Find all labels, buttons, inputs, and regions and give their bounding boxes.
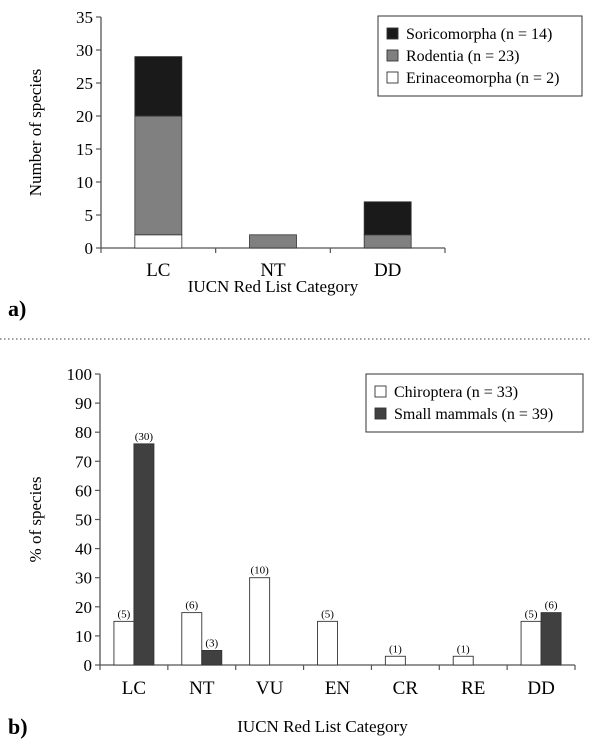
- legend-label: Small mammals (n = 39): [394, 406, 553, 423]
- x-tick-label: NT: [189, 678, 215, 699]
- bar-count-label: (5): [525, 608, 538, 620]
- y-tick-label: 20: [76, 107, 93, 126]
- chart-b-grouped-bar: 0 10 20 30 40 50 60 70 80 90 100 (5) (30) LC (6) (3) NT (…: [26, 365, 584, 736]
- bar-count-label: (6): [185, 600, 198, 612]
- y-tick-label: 30: [76, 41, 93, 60]
- x-tick-label: EN: [325, 678, 351, 699]
- bar-count-label: (6): [545, 600, 558, 612]
- y-tick-label: 10: [76, 173, 93, 192]
- y-tick-label: 70: [75, 452, 92, 471]
- bar: [113, 620, 135, 666]
- legend-swatch: [386, 71, 399, 84]
- x-axis-title: IUCN Red List Category: [237, 717, 408, 736]
- bar: [201, 650, 223, 666]
- y-tick-label: 50: [75, 511, 92, 530]
- bar: [452, 655, 474, 666]
- bar-segment: [134, 115, 183, 236]
- y-tick-label: 0: [84, 656, 93, 675]
- chart-a-stacked-bar: 0 5 10 15 20 25 30 35 LC NT DD IUCN Red List Catego…: [26, 8, 583, 296]
- bar-segment: [134, 234, 183, 249]
- x-tick-label: RE: [461, 678, 485, 699]
- bar-count-label: (5): [321, 608, 334, 620]
- bar: [384, 655, 406, 666]
- y-tick-label: 10: [75, 627, 92, 646]
- y-tick-label: 30: [75, 569, 92, 588]
- x-tick-label: LC: [122, 678, 146, 699]
- bar: [520, 620, 542, 666]
- bar-count-label: (1): [389, 643, 402, 655]
- y-tick-label: 40: [75, 540, 92, 559]
- y-tick-label: 90: [75, 394, 92, 413]
- bar: [181, 612, 203, 666]
- x-axis-title: IUCN Red List Category: [188, 277, 359, 296]
- legend-label: Chiroptera (n = 33): [394, 384, 518, 401]
- legend-swatch: [374, 407, 387, 420]
- x-tick-label: DD: [374, 260, 401, 281]
- legend-box: [377, 15, 583, 97]
- y-tick-label: 35: [76, 8, 93, 27]
- bar: [249, 577, 271, 666]
- y-axis-title: % of species: [26, 477, 45, 563]
- legend-label: Soricomorpha (n = 14): [406, 26, 552, 43]
- x-tick-label: NT: [260, 260, 286, 281]
- bar-segment: [134, 56, 183, 117]
- y-tick-label: 60: [75, 481, 92, 500]
- y-tick-label: 0: [85, 239, 94, 258]
- bar-count-label: (1): [457, 643, 470, 655]
- bar-segment: [249, 234, 297, 249]
- y-tick-label: 5: [85, 206, 94, 225]
- y-tick-label: 100: [67, 365, 93, 384]
- panel-label-b: b): [8, 714, 28, 739]
- y-tick-label: 80: [75, 423, 92, 442]
- y-tick-label: 25: [76, 74, 93, 93]
- y-tick-label: 20: [75, 598, 92, 617]
- bar-count-label: (3): [205, 637, 218, 649]
- bar: [317, 620, 338, 666]
- legend-swatch: [386, 27, 399, 40]
- x-tick-label: CR: [393, 678, 419, 699]
- bar-count-label: (10): [250, 565, 269, 577]
- bar-segment: [363, 201, 412, 236]
- x-tick-label: VU: [256, 678, 284, 699]
- x-tick-label: LC: [146, 260, 170, 281]
- panel-label-a: a): [8, 296, 27, 321]
- y-axis-title: Number of species: [26, 69, 45, 196]
- legend-box: [365, 373, 584, 433]
- panel-divider: [0, 338, 591, 340]
- bar-count-label: (30): [135, 431, 154, 443]
- y-tick-label: 15: [76, 140, 93, 159]
- bar-segment: [363, 234, 412, 249]
- legend-label: Erinaceomorpha (n = 2): [406, 70, 559, 87]
- legend-swatch: [374, 385, 387, 398]
- bar: [133, 443, 155, 666]
- bar-count-label: (5): [118, 608, 131, 620]
- x-tick-label: DD: [527, 678, 554, 699]
- legend-label: Rodentia (n = 23): [406, 48, 519, 65]
- legend-swatch: [386, 49, 399, 62]
- bar: [540, 612, 562, 666]
